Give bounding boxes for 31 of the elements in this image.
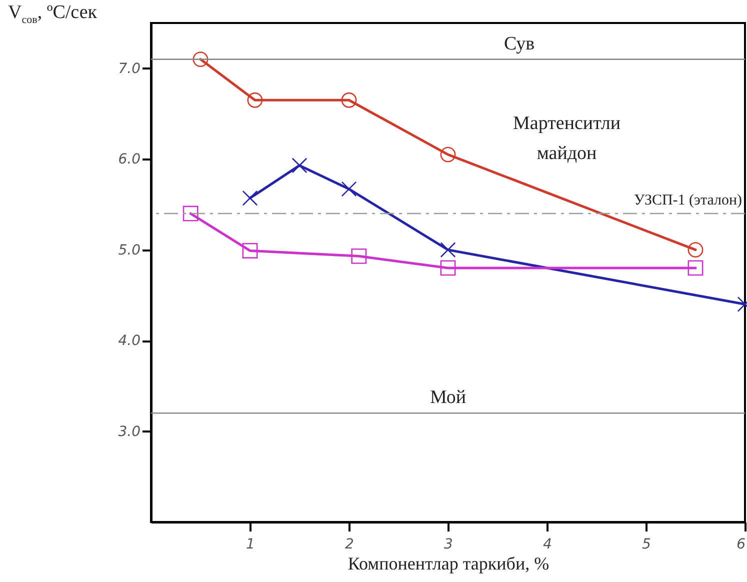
x-tick-label: 6 [736, 536, 746, 552]
y-tick-label: 3.0 [118, 424, 141, 440]
ref-line-label: УЗСП-1 (эталон) [634, 192, 742, 209]
point [242, 243, 258, 258]
point [182, 206, 198, 222]
ref-line-label: Мой [430, 387, 466, 408]
x-tick-label: 3 [444, 536, 453, 552]
y-tick-label: 6.0 [118, 152, 141, 168]
point [341, 181, 357, 197]
y-tick-label: 7.0 [118, 60, 141, 77]
point [440, 146, 456, 162]
y-axis-title: V$_{сов}$, ºC/сек [8, 2, 97, 26]
point [688, 260, 704, 276]
point [688, 242, 704, 258]
x-tick-label: 5 [642, 536, 652, 552]
point [247, 92, 263, 108]
point [351, 248, 367, 264]
point [192, 52, 208, 67]
y-tick-label: 4.0 [118, 333, 141, 350]
point [341, 92, 357, 108]
x-tick-label: 2 [345, 536, 354, 552]
point [292, 158, 308, 174]
ref-line-label: Сув [504, 33, 535, 54]
x-tick-label: 1 [246, 536, 255, 552]
point [440, 242, 456, 258]
point [242, 190, 258, 206]
x-tick-label: 4 [543, 536, 552, 552]
y-tick-label: 5.0 [118, 242, 141, 258]
x-axis-title: Компонентлар таркиби, % [348, 554, 550, 574]
annotation: Мартенситли майдон [513, 112, 621, 164]
point [440, 260, 456, 276]
